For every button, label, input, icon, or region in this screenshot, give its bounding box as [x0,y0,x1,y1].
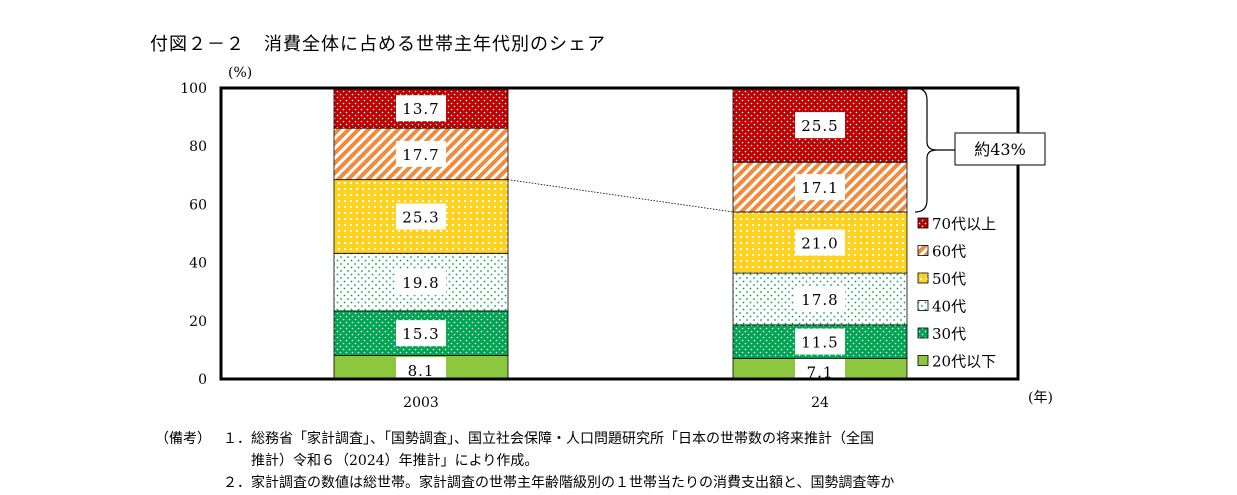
data-label: 15.3 [402,325,439,343]
note-number: １． [223,431,251,447]
note-item-1: （備考） １． 総務省「家計調査」、「国勢調査」、国立社会保障・人口問題研究所「… [155,428,894,450]
legend-label: 70代以上 [932,215,996,233]
data-label: 19.8 [402,274,439,292]
data-label: 25.5 [801,117,838,135]
legend-label: 20代以下 [932,353,996,371]
data-label: 17.7 [402,146,439,164]
legend-label: 30代 [932,325,966,343]
legend-label: 50代 [932,270,966,288]
data-label: 8.1 [408,362,435,380]
chart-title: 付図２－２ 消費全体に占める世帯主年代別のシェア [150,34,606,55]
data-label: 21.0 [801,235,838,253]
brace [914,87,938,213]
legend-swatch [917,217,929,229]
data-label-bg [795,174,845,201]
note-item-2: ２． 家計調査の数値は総世帯。家計調査の世帯主年齢階級別の１世帯当たりの消費支出… [155,472,894,494]
note-text: 家計調査の数値は総世帯。家計調査の世帯主年齢階級別の１世帯当たりの消費支出額と、… [251,475,895,491]
x-tick-label: 24 [811,395,829,411]
data-label: 13.7 [402,100,439,118]
data-label-bg [795,285,845,312]
annotation-box [954,132,1046,166]
note-number: ２． [223,475,251,491]
legend-swatch [917,355,929,366]
legend-label: 60代 [932,243,966,261]
x-axis-label: (年) [1028,390,1053,406]
y-tick-label: 100 [180,81,207,97]
data-label: 7.1 [807,364,834,382]
notes: （備考） １． 総務省「家計調査」、「国勢調査」、国立社会保障・人口問題研究所「… [155,428,894,494]
data-label-bg [396,320,446,347]
data-label-bg [396,203,446,230]
legend-swatch [917,272,929,284]
note-text: 総務省「家計調査」、「国勢調査」、国立社会保障・人口問題研究所「日本の世帯数の将… [251,431,874,447]
legend-swatch [917,300,929,311]
data-label: 25.3 [402,208,439,226]
y-tick-label: 40 [189,256,207,272]
legend-swatch [917,327,929,339]
data-label: 11.5 [801,334,838,352]
legend-swatch [917,245,929,256]
plot-frame [219,86,1020,381]
data-label-bg [795,328,845,355]
y-axis-label: (%) [228,65,252,81]
data-label-bg [396,140,446,167]
data-label-bg [396,95,446,122]
note-text-continued: 推計）令和６（2024）年推計」により作成。 [251,453,539,469]
connector-line [507,179,734,213]
data-label-bg [396,269,446,296]
data-label: 17.8 [801,291,838,309]
notes-head: （備考） [155,431,211,447]
y-tick-label: 20 [189,314,207,330]
y-tick-label: 80 [189,139,207,155]
data-label-bg [795,112,845,139]
legend-label: 40代 [932,298,966,316]
data-label: 17.1 [801,179,838,197]
data-label-bg [795,229,845,256]
stacked-bar-chart: 0 20 40 60 80 100 (%) (年) 8.1 15.3 19.8 25.3 17.7 13.… [180,65,1053,411]
y-tick-label: 60 [189,197,207,213]
x-tick-label: 2003 [403,395,439,411]
y-tick-label: 0 [198,372,207,388]
annotation-text: 約43% [974,140,1026,159]
